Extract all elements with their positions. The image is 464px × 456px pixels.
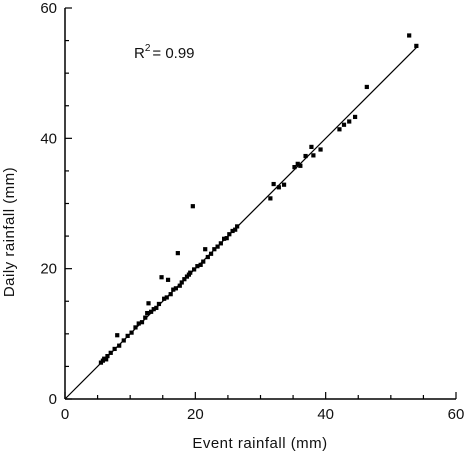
data-point bbox=[154, 305, 159, 310]
data-point bbox=[311, 153, 316, 158]
x-tick-label: 60 bbox=[448, 406, 464, 423]
y-tick-label: 0 bbox=[49, 391, 57, 408]
data-point bbox=[303, 153, 308, 159]
data-point bbox=[168, 292, 173, 297]
data-point bbox=[195, 264, 200, 269]
data-point bbox=[173, 286, 178, 291]
data-point bbox=[224, 236, 229, 241]
data-point bbox=[104, 357, 109, 362]
data-point bbox=[112, 346, 117, 352]
data-point bbox=[414, 43, 419, 48]
data-point bbox=[205, 254, 210, 260]
data-point bbox=[212, 247, 217, 252]
data-point bbox=[159, 275, 164, 280]
data-point bbox=[129, 330, 134, 335]
x-tick-label: 20 bbox=[187, 406, 204, 423]
data-point bbox=[407, 33, 412, 38]
x-axis-label: Event rainfall (mm) bbox=[192, 435, 327, 452]
data-point bbox=[337, 127, 342, 132]
data-point bbox=[281, 182, 287, 187]
data-point bbox=[139, 320, 145, 325]
data-point bbox=[268, 196, 273, 201]
data-point bbox=[175, 251, 180, 256]
data-point bbox=[352, 114, 358, 120]
data-point bbox=[295, 161, 300, 166]
data-point bbox=[292, 165, 297, 170]
data-point bbox=[309, 144, 314, 150]
data-point bbox=[162, 296, 167, 301]
r-squared-label: R2 = 0.99 bbox=[134, 43, 195, 62]
y-tick-label: 20 bbox=[40, 261, 57, 278]
data-point bbox=[218, 241, 223, 246]
data-point bbox=[165, 277, 171, 282]
data-point bbox=[222, 236, 227, 241]
data-point bbox=[215, 244, 220, 249]
data-point bbox=[145, 310, 150, 316]
data-point bbox=[143, 315, 148, 320]
data-point bbox=[156, 301, 162, 307]
data-point bbox=[364, 84, 369, 90]
data-point bbox=[171, 287, 176, 292]
data-point bbox=[136, 321, 141, 326]
data-point bbox=[190, 204, 195, 209]
y-tick-label: 40 bbox=[40, 130, 57, 147]
data-point bbox=[198, 262, 203, 267]
data-point bbox=[188, 270, 193, 275]
data-point bbox=[276, 185, 281, 190]
data-point bbox=[117, 343, 122, 348]
data-point bbox=[179, 280, 184, 285]
data-point bbox=[298, 163, 303, 168]
data-point bbox=[108, 350, 113, 355]
data-point bbox=[192, 267, 197, 272]
data-point bbox=[115, 333, 120, 338]
data-points bbox=[98, 33, 419, 365]
axes: 0 20 40 60 0 20 40 60 bbox=[40, 0, 464, 423]
data-point bbox=[133, 325, 138, 330]
data-point bbox=[151, 307, 156, 312]
data-point bbox=[149, 309, 154, 314]
data-point bbox=[201, 259, 206, 264]
data-point bbox=[233, 227, 238, 232]
data-point bbox=[177, 283, 182, 288]
data-point bbox=[121, 338, 126, 343]
data-point bbox=[341, 122, 347, 127]
data-point bbox=[208, 251, 214, 256]
data-point bbox=[164, 295, 169, 300]
data-point bbox=[230, 228, 235, 234]
data-point bbox=[318, 147, 323, 152]
data-point bbox=[125, 333, 130, 338]
x-tick-label: 40 bbox=[317, 406, 334, 423]
y-tick-label: 60 bbox=[40, 0, 57, 17]
data-point bbox=[105, 353, 110, 359]
data-point bbox=[271, 181, 276, 187]
data-point bbox=[182, 277, 187, 282]
x-tick-label: 0 bbox=[61, 406, 69, 423]
labels: R2 = 0.99 Event rainfall (mm) Daily rainf… bbox=[1, 43, 327, 452]
y-axis-label: Daily rainfall (mm) bbox=[1, 167, 18, 297]
data-point bbox=[146, 301, 151, 306]
data-point bbox=[203, 247, 208, 252]
data-point bbox=[347, 119, 352, 124]
data-point bbox=[227, 232, 232, 237]
data-point bbox=[235, 224, 240, 229]
